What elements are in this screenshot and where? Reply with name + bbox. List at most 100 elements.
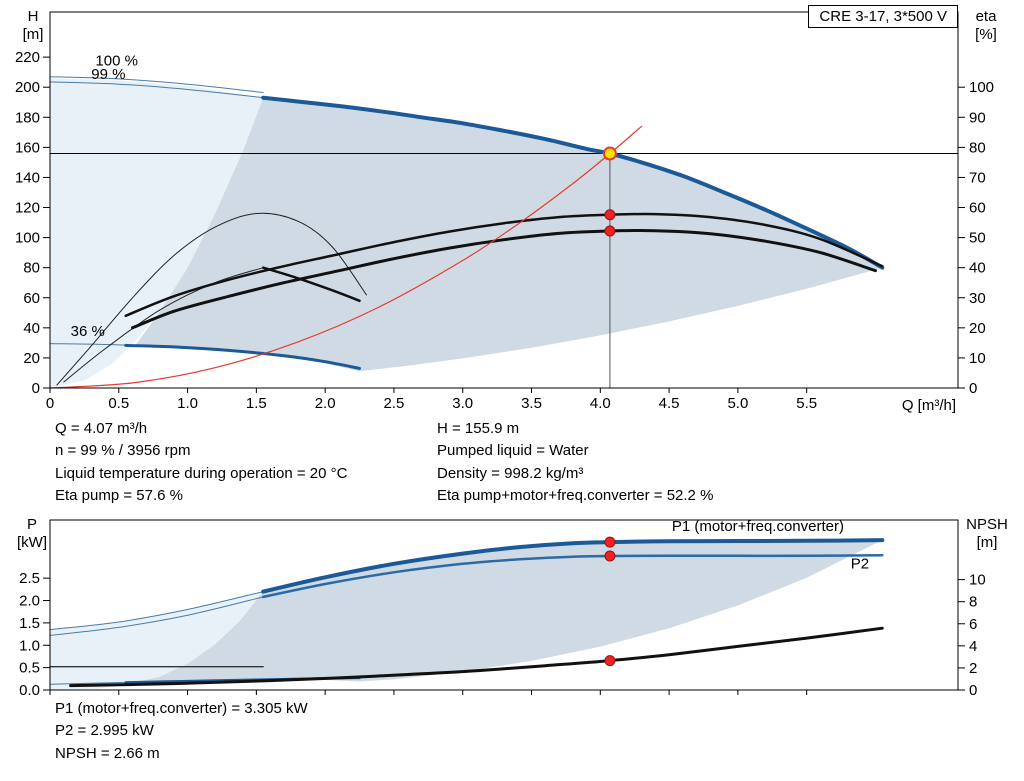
info-line-n: n = 99 % / 3956 rpm [55,442,191,460]
yright-tick-label: 70 [969,169,986,186]
x-tick-label: 3.5 [521,395,542,412]
yleft-tick-label: 220 [15,49,40,66]
x-tick-label: 3.0 [452,395,473,412]
pump-curve-100pct-thin [49,76,264,93]
eta-pump-curve [124,212,884,318]
duty-info-right: H = 155.9 m Pumped liquid = Water Densit… [437,418,713,508]
yright-tick-label: 10 [969,572,986,589]
eta-total-curve [131,228,877,330]
npsh-axis-title: NPSH [m] [958,516,1016,552]
p-axis-unit: [kW] [17,534,47,551]
eta-rise-thin [63,267,264,383]
eta-pump-point [604,209,616,221]
annotation-label: P2 [851,555,869,572]
power-envelope-dark [135,540,883,683]
yright-tick-label: 6 [969,616,977,633]
npsh-axis-symbol: NPSH [966,516,1008,533]
yright-tick-label: 0 [969,682,977,699]
yleft-tick-label: 1.0 [19,637,40,654]
annotation-label: 100 % [95,52,138,69]
x-tick-label: 5.5 [796,395,817,412]
x-tick-label: 0 [46,395,54,412]
power-envelope-light [50,591,264,690]
envelope-light [50,78,264,388]
pump-model-box: CRE 3-17, 3*500 V [808,5,958,28]
pump-curve-max-speed [261,95,885,270]
h-axis-unit: [m] [22,26,44,43]
power-info: P1 (motor+freq.converter) = 3.305 kW P2 … [55,698,308,765]
info-line-q: Q = 4.07 m³/h [55,420,148,437]
info-line-eta-total: Eta pump+motor+freq.converter = 52.2 % [437,487,714,505]
p-min-thin [49,681,127,685]
p2-point [604,550,616,562]
info-line-p2: P2 = 2.995 kW [55,722,154,740]
duty-info-left: Q = 4.07 m³/h n = 99 % / 3956 rpm Liquid… [55,418,347,508]
yleft-tick-label: 0.5 [19,660,40,677]
p-axis-symbol: P [26,516,37,533]
yleft-tick-label: 20 [23,350,40,367]
annotation-label: 36 % [71,323,105,340]
yleft-tick-label: 200 [15,79,40,96]
x-tick-label: 4.0 [590,395,611,412]
pump-curve-min-speed [124,343,361,370]
eta-axis-symbol: eta [975,8,997,25]
p1-thin [49,591,264,631]
x-tick-label: 2.0 [315,395,336,412]
system-curve [49,125,643,389]
yright-tick-label: 60 [969,200,986,217]
yleft-tick-label: 2.0 [19,593,40,610]
yleft-tick-label: 80 [23,260,40,277]
annotation-label: 99 % [91,66,125,83]
annotation-label: P1 (motor+freq.converter) [672,518,844,535]
eta-arc-reduced-speed [56,212,367,386]
info-line-h: H = 155.9 m [437,420,520,437]
yright-tick-label: 10 [969,350,986,367]
h-axis-symbol: H [27,8,39,25]
yleft-tick-label: 2.5 [19,570,40,587]
x-tick-label: 0.5 [108,395,129,412]
yright-tick-label: 20 [969,320,986,337]
yright-tick-label: 2 [969,660,977,677]
yright-tick-label: 100 [969,79,994,96]
x-tick-label: 5.0 [727,395,748,412]
yleft-tick-label: 0.0 [19,682,40,699]
info-line-p1: P1 (motor+freq.converter) = 3.305 kW [55,700,308,717]
npsh-point [604,655,616,667]
yright-tick-label: 40 [969,260,986,277]
info-line-density: Density = 998.2 kg/m³ [437,464,584,482]
q-axis-title: Q [m³/h] [901,397,956,414]
pump-curve-min-speed-thin [49,343,127,346]
yright-tick-label: 0 [969,380,977,397]
yleft-tick-label: 140 [15,169,40,186]
npsh-curve [69,626,884,688]
envelope-dark [135,97,883,372]
info-line-liquid: Pumped liquid = Water [437,442,589,460]
p1-curve [261,538,885,594]
yright-tick-label: 90 [969,109,986,126]
duty-point [602,146,617,161]
info-line-eta-pump: Eta pump = 57.6 % [55,487,183,505]
yright-tick-label: 80 [969,139,986,156]
yright-tick-label: 8 [969,594,977,611]
yleft-tick-label: 180 [15,109,40,126]
p2-thin [49,596,264,636]
npsh-axis-unit: [m] [976,534,998,551]
p1-point [604,536,616,548]
pump-curve-99pct-thin [49,81,264,99]
eta-min-speed [261,266,361,303]
yright-tick-label: 4 [969,638,977,655]
yleft-tick-label: 120 [15,200,40,217]
yleft-tick-label: 0 [32,380,40,397]
info-line-npsh: NPSH = 2.66 m [55,744,160,762]
yright-tick-label: 50 [969,230,986,247]
p2-curve [261,554,884,599]
eta-total-point [604,225,616,237]
yleft-tick-label: 40 [23,320,40,337]
x-tick-label: 4.5 [659,395,680,412]
yleft-tick-label: 160 [15,139,40,156]
p-axis-title: P [kW] [13,516,51,552]
yright-tick-label: 30 [969,290,986,307]
yleft-tick-label: 1.5 [19,615,40,632]
